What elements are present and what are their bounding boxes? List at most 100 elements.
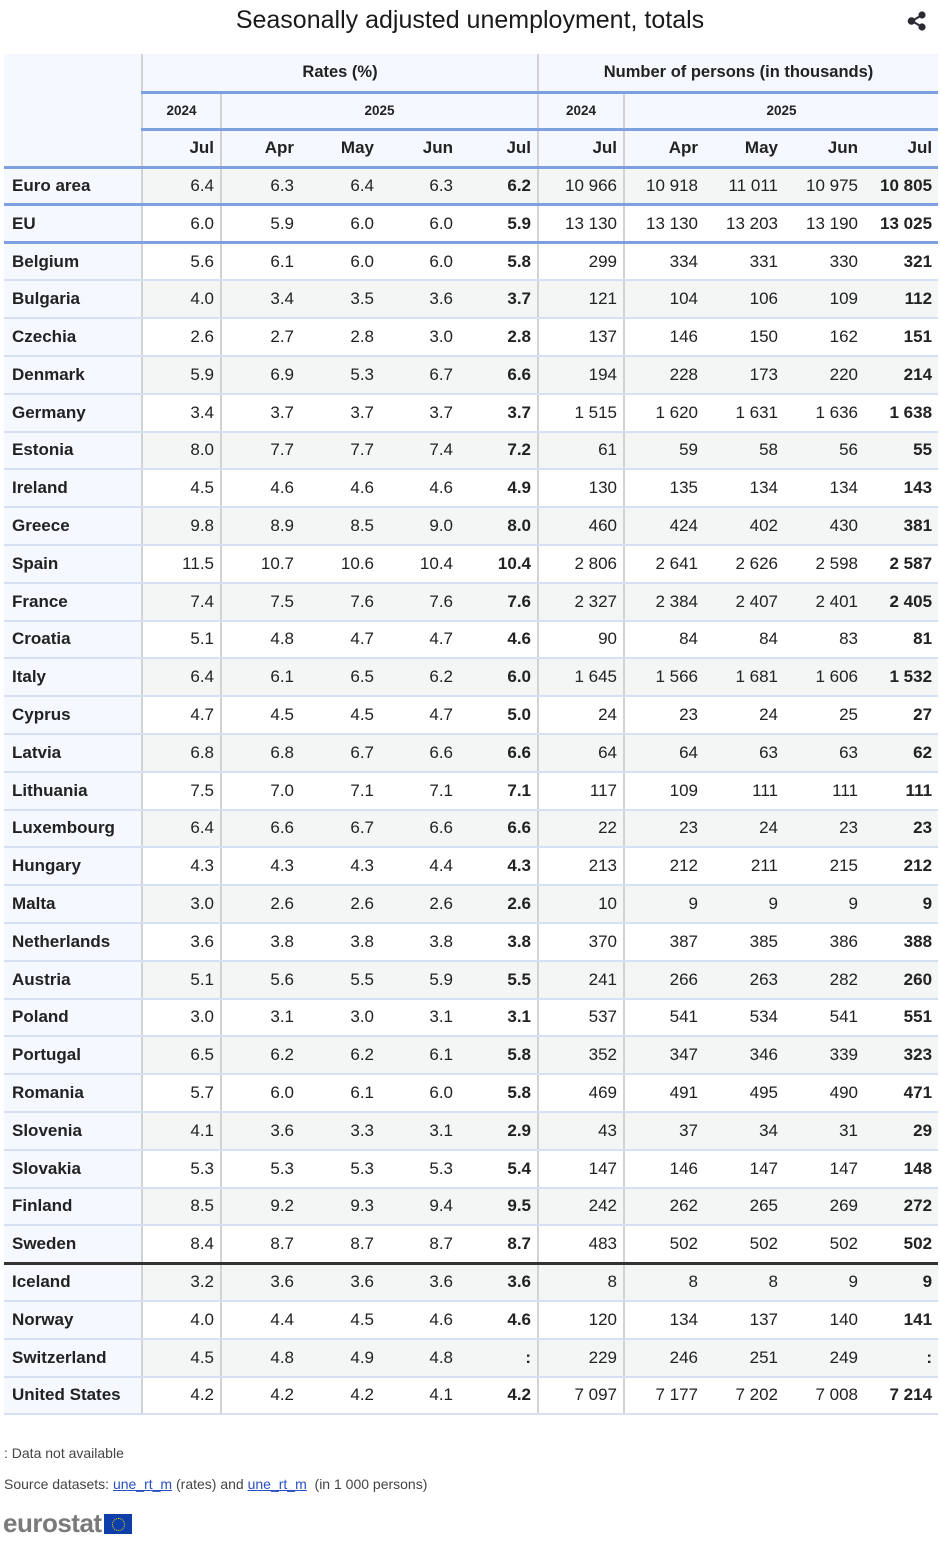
persons-cell: 55 (864, 431, 939, 471)
dataset-link-rates[interactable]: une_rt_m (112, 1476, 173, 1492)
row-label: Latvia (4, 733, 142, 773)
group-header-rates: Rates (%) (141, 54, 538, 94)
rate-cell: 4.2 (459, 1376, 538, 1416)
rate-cell: 3.6 (380, 1261, 459, 1302)
table-row: Ireland 4.5 4.6 4.6 4.6 4.9 130 135 134 134 143 (4, 469, 939, 509)
rate-cell: 6.7 (380, 355, 459, 395)
rate-cell: 4.5 (141, 469, 221, 509)
rate-cell: 3.7 (459, 393, 538, 433)
table-row: Poland 3.0 3.1 3.0 3.1 3.1 537 541 534 541 551 (4, 998, 939, 1038)
persons-cell: 321 (864, 242, 939, 282)
row-label: Estonia (4, 431, 142, 471)
rate-cell: 6.7 (300, 809, 380, 849)
rate-cell: 5.5 (300, 960, 380, 1000)
rate-cell: 4.5 (141, 1338, 221, 1378)
rate-cell: 6.2 (220, 1036, 300, 1076)
persons-cell: 1 631 (704, 393, 784, 433)
rate-cell: 2.8 (459, 318, 538, 357)
rate-cell: 9.2 (220, 1187, 300, 1227)
rate-cell: 6.0 (380, 1074, 459, 1113)
persons-cell: 323 (864, 1036, 939, 1076)
source-datasets: Source datasets: une_rt_m (rates) and un… (4, 1476, 427, 1492)
persons-cell: 117 (537, 771, 624, 811)
rate-cell: 3.8 (459, 922, 538, 962)
rate-cell: 6.3 (220, 167, 300, 207)
page-title: Seasonally adjusted unemployment, totals (235, 6, 705, 34)
rate-cell: 5.9 (380, 960, 459, 1000)
rate-cell: 3.8 (300, 922, 380, 962)
rate-cell: 5.0 (459, 696, 538, 735)
row-label: Croatia (4, 620, 142, 660)
rate-cell: 10.7 (220, 544, 300, 584)
persons-cell: 424 (623, 507, 704, 546)
rate-cell: 7.7 (220, 431, 300, 471)
group-header-persons: Number of persons (in thousands) (536, 54, 939, 94)
rate-cell: 4.6 (300, 469, 380, 509)
row-label: Czechia (4, 318, 142, 357)
persons-cell: 229 (537, 1338, 624, 1378)
dataset-link-persons[interactable]: une_rt_m (247, 1476, 307, 1492)
persons-cell: 1 638 (864, 393, 939, 433)
rate-cell: 4.2 (300, 1376, 380, 1416)
rate-cell: 4.3 (141, 847, 221, 887)
row-label: Switzerland (4, 1338, 142, 1378)
persons-cell: 430 (784, 507, 864, 546)
persons-cell: 502 (704, 1225, 784, 1265)
table-row: Euro area 6.4 6.3 6.4 6.3 6.2 10 966 10 918 11 0… (4, 167, 939, 207)
rate-cell: 5.8 (459, 1036, 538, 1076)
rate-cell: 6.0 (300, 242, 380, 282)
persons-cell: 109 (784, 280, 864, 320)
table-row: Iceland 3.2 3.6 3.6 3.6 3.6 8 8 8 9 9 (4, 1261, 939, 1302)
table-row: Latvia 6.8 6.8 6.7 6.6 6.6 64 64 63 63 62 (4, 733, 939, 773)
rate-cell: 6.4 (141, 167, 221, 207)
share-icon[interactable] (905, 9, 929, 33)
rate-cell: 5.8 (459, 242, 538, 282)
persons-cell: 120 (537, 1300, 624, 1340)
persons-cell: 249 (784, 1338, 864, 1378)
table-row: Bulgaria 4.0 3.4 3.5 3.6 3.7 121 104 106 109 112 (4, 280, 939, 320)
rate-cell: 4.2 (220, 1376, 300, 1416)
persons-cell: 537 (537, 998, 624, 1038)
rate-cell: 4.6 (459, 1300, 538, 1340)
rate-cell: 3.6 (459, 1261, 538, 1302)
persons-cell: 25 (784, 696, 864, 735)
persons-cell: 61 (537, 431, 624, 471)
row-label: Bulgaria (4, 280, 142, 320)
persons-cell: 282 (784, 960, 864, 1000)
table-row: France 7.4 7.5 7.6 7.6 7.6 2 327 2 384 2 407 2 40… (4, 582, 939, 622)
rate-cell: 6.1 (220, 658, 300, 698)
row-label: Slovakia (4, 1149, 142, 1189)
rate-cell: 6.0 (459, 658, 538, 698)
persons-cell: 81 (864, 620, 939, 660)
persons-cell: 388 (864, 922, 939, 962)
persons-cell: 24 (704, 696, 784, 735)
persons-cell: 483 (537, 1225, 624, 1265)
persons-cell: 7 097 (537, 1376, 624, 1416)
persons-cell: 469 (537, 1074, 624, 1113)
rate-cell: 4.5 (220, 696, 300, 735)
rate-cell: 4.6 (380, 469, 459, 509)
persons-cell: 10 (537, 885, 624, 924)
row-label: Italy (4, 658, 142, 698)
rate-cell: 5.5 (459, 960, 538, 1000)
rate-cell: 4.4 (380, 847, 459, 887)
rate-cell: 7.1 (300, 771, 380, 811)
rate-cell: 6.6 (459, 733, 538, 773)
persons-cell: 490 (784, 1074, 864, 1113)
persons-cell: 137 (704, 1300, 784, 1340)
rate-cell: 4.3 (220, 847, 300, 887)
persons-cell: 112 (864, 280, 939, 320)
rate-cell: 4.7 (380, 620, 459, 660)
rate-cell: 6.3 (380, 167, 459, 207)
rate-cell: 4.5 (300, 1300, 380, 1340)
rate-cell: 3.6 (141, 922, 221, 962)
persons-cell: 2 598 (784, 544, 864, 584)
persons-cell: 330 (784, 242, 864, 282)
persons-cell: 471 (864, 1074, 939, 1113)
persons-cell: 1 681 (704, 658, 784, 698)
rate-cell: 6.5 (300, 658, 380, 698)
title-bar: Seasonally adjusted unemployment, totals (0, 0, 940, 44)
rate-cell: 7.2 (459, 431, 538, 471)
month-header: May (300, 129, 380, 169)
persons-cell: 106 (704, 280, 784, 320)
